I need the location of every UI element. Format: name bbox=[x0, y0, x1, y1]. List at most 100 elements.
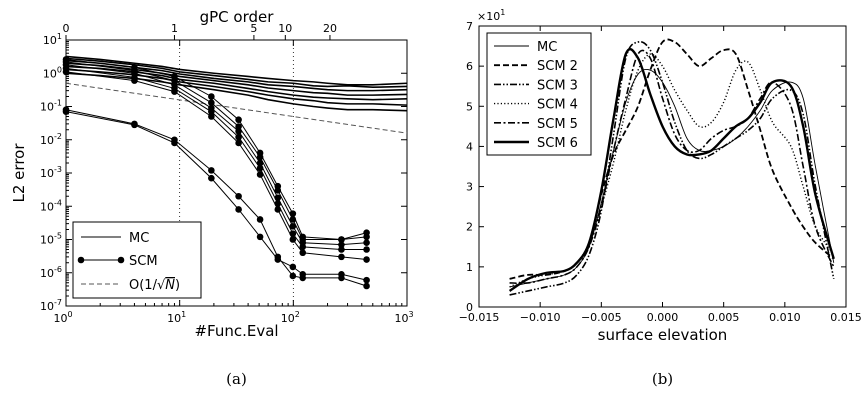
scm-point bbox=[235, 127, 242, 135]
y-tick-label: 0 bbox=[466, 301, 473, 314]
series-line-scm-2 bbox=[509, 38, 835, 280]
top-tick-label: 5 bbox=[250, 22, 257, 35]
legend-label: SCM 6 bbox=[537, 136, 578, 151]
scm-point bbox=[338, 241, 345, 248]
y-tick-label: 100 bbox=[43, 65, 62, 80]
x-tick-label: −0.015 bbox=[459, 311, 500, 324]
chart-b-ticks: −0.015 −0.010 −0.005 0.000 0.005 0.010 0.015 0 1… bbox=[459, 20, 862, 324]
scm-point bbox=[299, 243, 307, 251]
top-tick-label: 1 bbox=[171, 22, 178, 35]
x-tick-label: 100 bbox=[53, 310, 72, 325]
legend-label: SCM 4 bbox=[537, 98, 578, 113]
chart-b-legend-box bbox=[486, 32, 592, 156]
chart-a-ticks: 100 101 102 10310-710-610-510-410-310-210-1… bbox=[40, 22, 414, 325]
y-tick-label: 5 bbox=[466, 100, 473, 113]
y-tick-label: 1 bbox=[466, 261, 473, 274]
chart-b-x-axis-label: surface elevation bbox=[598, 326, 728, 344]
scm-line bbox=[65, 64, 367, 246]
scm-point bbox=[289, 263, 297, 271]
legend-label: SCM 5 bbox=[537, 117, 578, 132]
scm-point bbox=[338, 253, 345, 261]
chart-b-caption: (b) bbox=[652, 370, 673, 388]
scm-point bbox=[363, 282, 370, 290]
y-tick-label: 7 bbox=[466, 20, 473, 33]
chart-a-legend: MC SCM O(1/√N) bbox=[72, 221, 202, 299]
legend-label-mc: MC bbox=[129, 231, 149, 246]
scm-point bbox=[208, 99, 215, 107]
legend-label: MC bbox=[537, 40, 557, 55]
legend-marker-scm bbox=[77, 256, 85, 264]
chart-a-y-axis-label: L2 error bbox=[10, 143, 28, 203]
scm-point bbox=[338, 246, 345, 253]
mc-line bbox=[65, 57, 408, 89]
y-tick-label: 10-1 bbox=[40, 99, 62, 114]
scm-point bbox=[256, 216, 264, 223]
x-tick-label: 0.015 bbox=[830, 311, 862, 324]
scm-point bbox=[235, 139, 242, 147]
scm-point bbox=[363, 276, 370, 284]
chart-a: 100 101 102 10310-710-610-510-410-310-210-1… bbox=[10, 8, 414, 388]
scm-point bbox=[131, 121, 138, 129]
scm-point bbox=[235, 133, 242, 141]
series-line-scm-6 bbox=[508, 48, 835, 292]
scm-point bbox=[208, 108, 215, 115]
legend-label-scm: SCM bbox=[129, 254, 158, 269]
top-tick-label: 0 bbox=[63, 22, 70, 35]
y-tick-label: 101 bbox=[43, 32, 62, 47]
y-tick-label: 4 bbox=[466, 140, 473, 153]
y-tick-label: 6 bbox=[466, 60, 473, 73]
y-tick-label: 10-2 bbox=[40, 132, 62, 147]
scm-point bbox=[171, 139, 178, 147]
scm-point bbox=[256, 159, 264, 167]
scm-point bbox=[299, 249, 307, 257]
scm-point bbox=[256, 153, 264, 161]
scm-point bbox=[208, 167, 215, 174]
scm-point bbox=[363, 233, 370, 241]
scm-point bbox=[235, 116, 242, 124]
chart-b-lines bbox=[508, 38, 835, 296]
scm-point bbox=[256, 164, 264, 172]
chart-a-reference-line bbox=[65, 82, 408, 134]
chart-a-mc-lines bbox=[65, 55, 408, 112]
legend-marker-scm bbox=[117, 256, 125, 264]
y-tick-label: 10-5 bbox=[40, 232, 62, 247]
x-tick-label: 0.010 bbox=[769, 311, 801, 324]
scm-point bbox=[208, 113, 215, 120]
scm-point bbox=[289, 236, 297, 243]
scm-point bbox=[208, 93, 215, 100]
mc-line bbox=[65, 62, 408, 96]
scm-point bbox=[171, 88, 178, 95]
x-tick-label: 103 bbox=[394, 310, 413, 325]
chart-b-legend: MC SCM 2 SCM 3 SCM 4 SCM 5 SCM 6 bbox=[486, 32, 592, 156]
chart-a-scm-lines bbox=[62, 56, 370, 290]
top-tick-label: 20 bbox=[323, 22, 337, 35]
scm-point bbox=[208, 174, 215, 182]
scm-point bbox=[363, 246, 370, 253]
chart-a-x-axis-label: #Func.Eval bbox=[194, 322, 278, 340]
scm-point bbox=[338, 236, 345, 243]
scm-point bbox=[131, 77, 138, 84]
mc-line bbox=[65, 55, 408, 86]
scm-point bbox=[235, 123, 242, 130]
scm-point bbox=[235, 192, 242, 200]
y-tick-label: 10-3 bbox=[40, 165, 62, 180]
reference-line bbox=[65, 82, 408, 134]
scm-point bbox=[256, 171, 264, 178]
y-tick-label: 10-4 bbox=[40, 198, 62, 213]
scm-point bbox=[235, 206, 242, 213]
mc-line bbox=[65, 68, 408, 106]
top-tick-label: 10 bbox=[278, 22, 292, 35]
x-tick-label: 0.000 bbox=[647, 311, 679, 324]
scm-point bbox=[274, 256, 282, 263]
legend-label: SCM 3 bbox=[537, 78, 578, 93]
x-tick-label: 102 bbox=[281, 310, 300, 325]
scm-point bbox=[256, 233, 264, 241]
mc-line bbox=[65, 65, 408, 101]
scm-point bbox=[289, 222, 297, 230]
x-tick-label: −0.005 bbox=[581, 311, 622, 324]
scm-point bbox=[62, 68, 70, 76]
legend-label-reference: O(1/√N) bbox=[129, 278, 180, 293]
scm-point bbox=[363, 256, 370, 263]
chart-b: −0.015 −0.010 −0.005 0.000 0.005 0.010 0.015 0 1… bbox=[459, 8, 862, 388]
y-tick-label: 10-7 bbox=[40, 298, 62, 313]
